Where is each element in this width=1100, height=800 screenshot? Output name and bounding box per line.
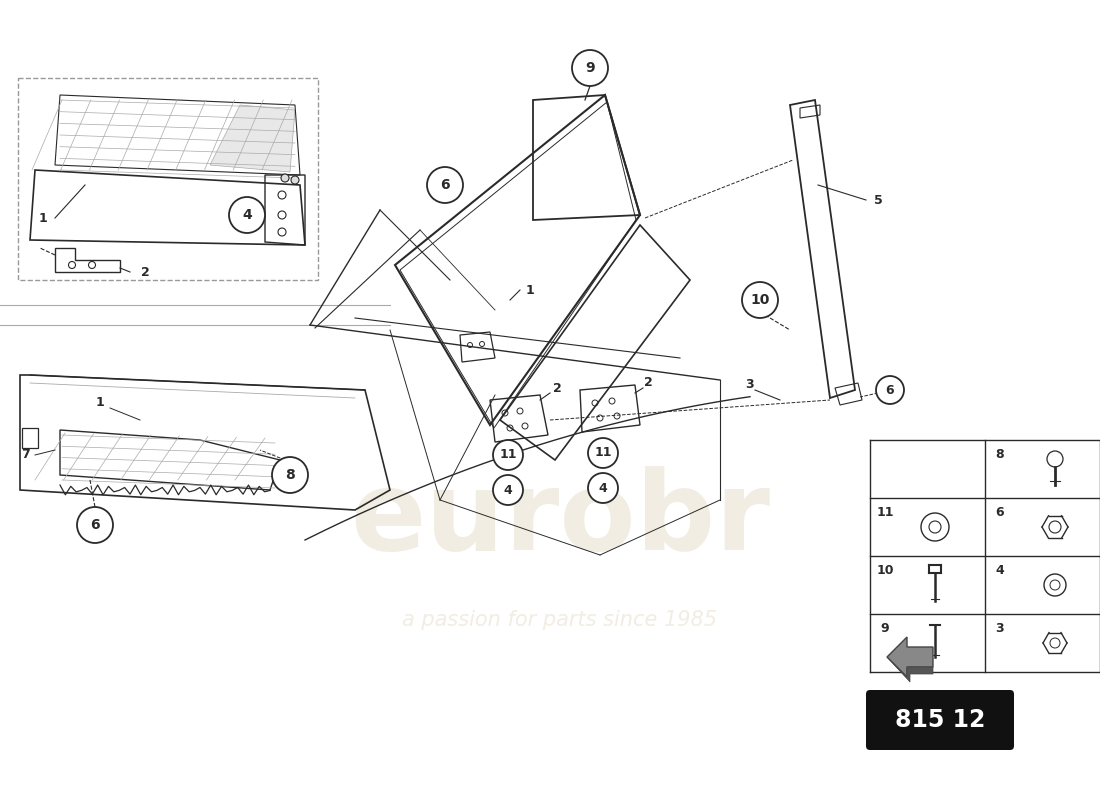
- Text: 1: 1: [39, 211, 47, 225]
- Text: 11: 11: [499, 449, 517, 462]
- Text: 11: 11: [877, 506, 893, 519]
- Text: 2: 2: [141, 266, 150, 278]
- Text: a passion for parts since 1985: a passion for parts since 1985: [403, 610, 717, 630]
- Text: 1: 1: [96, 395, 104, 409]
- Polygon shape: [887, 637, 933, 677]
- Text: eurobr: eurobr: [350, 466, 770, 574]
- Circle shape: [742, 282, 778, 318]
- FancyBboxPatch shape: [866, 690, 1014, 750]
- Polygon shape: [210, 105, 295, 172]
- Circle shape: [588, 438, 618, 468]
- Text: 2: 2: [552, 382, 561, 394]
- Circle shape: [876, 376, 904, 404]
- Text: 2: 2: [644, 377, 652, 390]
- Text: 6: 6: [996, 506, 1004, 519]
- Circle shape: [229, 197, 265, 233]
- Text: 11: 11: [594, 446, 612, 459]
- Text: 9: 9: [585, 61, 595, 75]
- Text: 4: 4: [996, 565, 1004, 578]
- Text: 815 12: 815 12: [894, 708, 986, 732]
- Circle shape: [588, 473, 618, 503]
- Polygon shape: [887, 657, 933, 682]
- Circle shape: [77, 507, 113, 543]
- Text: 9: 9: [881, 622, 889, 635]
- Text: 3: 3: [996, 622, 1004, 635]
- Circle shape: [280, 174, 289, 182]
- Text: 3: 3: [746, 378, 755, 391]
- Text: 6: 6: [886, 383, 894, 397]
- Text: 4: 4: [598, 482, 607, 494]
- Text: 6: 6: [90, 518, 100, 532]
- Circle shape: [572, 50, 608, 86]
- Text: 7: 7: [21, 449, 30, 462]
- Text: 10: 10: [750, 293, 770, 307]
- Circle shape: [292, 176, 299, 184]
- Circle shape: [427, 167, 463, 203]
- Text: 6: 6: [440, 178, 450, 192]
- Circle shape: [493, 440, 522, 470]
- Bar: [18, 78, 318, 280]
- Circle shape: [493, 475, 522, 505]
- Text: 4: 4: [504, 483, 513, 497]
- Text: 8: 8: [285, 468, 295, 482]
- Text: 10: 10: [877, 565, 893, 578]
- Text: 5: 5: [873, 194, 882, 206]
- Text: 8: 8: [996, 449, 1004, 462]
- Circle shape: [272, 457, 308, 493]
- Text: 4: 4: [242, 208, 252, 222]
- Text: 1: 1: [526, 283, 535, 297]
